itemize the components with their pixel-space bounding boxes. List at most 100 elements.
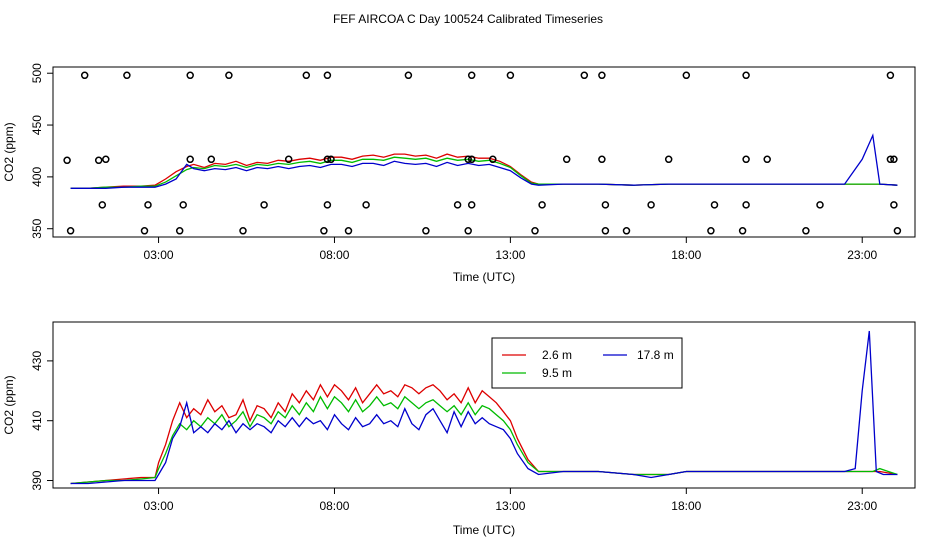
x-tick-label: 03:00 <box>144 499 174 513</box>
data-point <box>886 155 895 164</box>
data-point <box>682 71 691 80</box>
data-point <box>538 201 546 209</box>
legend-label-9.5m: 9.5 m <box>542 366 572 380</box>
data-point <box>207 155 216 164</box>
data-point <box>893 227 902 235</box>
legend-label-17.8m: 17.8 m <box>637 348 674 362</box>
plot-frame-bottom <box>52 321 916 489</box>
series-line-2.6m <box>70 383 898 485</box>
y-tick-label: 500 <box>30 63 44 83</box>
x-axis-label-top: Time (UTC) <box>453 270 515 284</box>
data-point <box>622 227 631 235</box>
data-point <box>816 201 824 209</box>
data-point <box>225 71 233 80</box>
x-tick-label: 18:00 <box>671 499 701 513</box>
data-point <box>98 201 107 209</box>
data-point <box>260 201 268 209</box>
data-point <box>580 71 589 80</box>
data-point <box>742 71 750 80</box>
legend-box <box>491 337 683 389</box>
data-point <box>531 227 539 235</box>
data-point <box>506 71 515 80</box>
data-point <box>647 201 655 209</box>
x-tick-label: 13:00 <box>495 248 525 262</box>
data-point <box>422 227 430 235</box>
x-tick-label: 08:00 <box>319 499 349 513</box>
data-point <box>323 155 332 164</box>
data-point <box>239 227 247 235</box>
x-tick-label: 23:00 <box>847 499 877 513</box>
data-point <box>404 71 413 80</box>
data-point <box>179 201 187 209</box>
y-tick-label: 400 <box>30 167 44 187</box>
legend: 2.6 m 9.5 m 17.8 m <box>491 337 683 389</box>
data-point <box>742 155 750 164</box>
y-axis-top: 350 400 450 500 <box>30 63 54 239</box>
y-axis-label-bottom: CO2 (ppm) <box>2 375 16 434</box>
data-point <box>467 155 476 164</box>
data-point <box>562 155 571 164</box>
legend-label-2.6m: 2.6 m <box>542 348 572 362</box>
data-point <box>94 156 103 165</box>
plot-frame-top <box>52 66 916 238</box>
data-point <box>710 201 719 209</box>
data-point <box>598 71 606 80</box>
data-point <box>66 227 75 235</box>
points-layer-top <box>63 71 902 235</box>
data-point <box>186 155 194 164</box>
data-point <box>323 71 332 80</box>
series-line-2.6m <box>70 153 898 189</box>
data-point <box>284 155 293 164</box>
x-tick-label: 13:00 <box>495 499 525 513</box>
data-point <box>323 201 332 209</box>
series-layer-top <box>70 133 898 189</box>
data-point <box>763 155 771 164</box>
data-point <box>664 155 673 164</box>
data-point <box>63 156 71 165</box>
data-point <box>742 201 750 209</box>
y-axis-bottom: 390 410 430 <box>30 351 54 491</box>
y-tick-label: 350 <box>30 218 44 238</box>
data-point <box>707 227 715 235</box>
data-point <box>598 155 606 164</box>
y-axis-label-top: CO2 (ppm) <box>2 122 16 181</box>
x-tick-label: 18:00 <box>671 248 701 262</box>
series-layer-bottom <box>70 330 898 485</box>
y-tick-label: 390 <box>30 470 44 490</box>
series-line-17.8m <box>70 133 898 189</box>
data-point <box>601 227 610 235</box>
data-point <box>601 201 610 209</box>
series-line-17.8m <box>70 330 898 485</box>
data-point <box>144 201 152 209</box>
data-point <box>464 227 472 235</box>
data-point <box>175 227 184 235</box>
data-point <box>467 201 476 209</box>
data-point <box>802 227 810 235</box>
data-point <box>362 201 370 209</box>
data-point <box>302 71 311 80</box>
y-tick-label: 450 <box>30 115 44 135</box>
data-point <box>886 71 895 80</box>
data-point <box>464 155 472 164</box>
chart-title: FEF AIRCOA C Day 100524 Calibrated Times… <box>333 12 603 26</box>
timeseries-panel-bottom: 03:00 08:00 13:00 18:00 23:00 390 410 430 Time… <box>2 321 916 537</box>
data-point <box>890 155 898 164</box>
y-tick-label: 430 <box>30 351 44 371</box>
x-axis-bottom: 03:00 08:00 13:00 18:00 23:00 <box>144 487 878 513</box>
data-point <box>80 71 89 80</box>
data-point <box>453 201 462 209</box>
data-point <box>890 201 898 209</box>
data-point <box>738 227 747 235</box>
timeseries-panel-top: 03:00 08:00 13:00 18:00 23:00 350 400 450 500 T… <box>2 63 916 284</box>
data-point <box>320 227 328 235</box>
data-point <box>102 155 110 164</box>
y-tick-label: 410 <box>30 410 44 430</box>
x-tick-label: 23:00 <box>847 248 877 262</box>
x-tick-label: 08:00 <box>319 248 349 262</box>
x-axis-label-bottom: Time (UTC) <box>453 523 515 537</box>
data-point <box>344 227 353 235</box>
x-axis-top: 03:00 08:00 13:00 18:00 23:00 <box>144 236 878 262</box>
data-point <box>467 71 476 80</box>
x-tick-label: 03:00 <box>144 248 174 262</box>
